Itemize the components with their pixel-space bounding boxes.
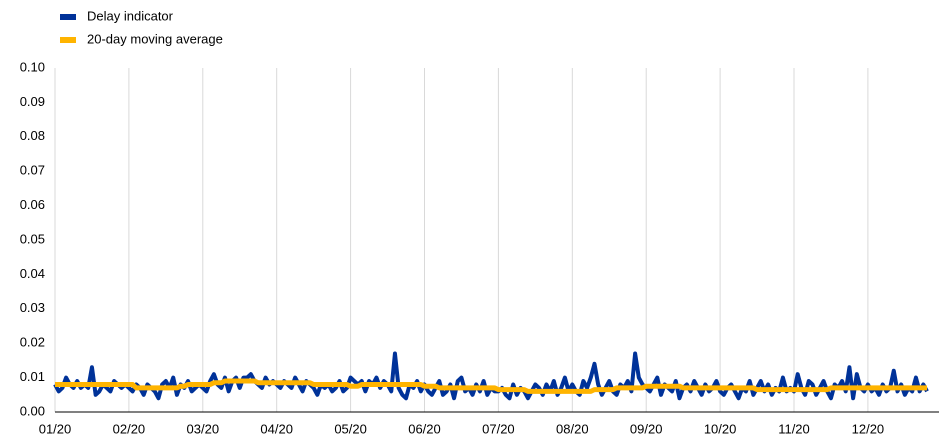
- x-tick-label: 07/20: [482, 421, 515, 436]
- y-tick-label: 0.03: [20, 300, 45, 315]
- x-tick-label: 08/20: [556, 421, 589, 436]
- x-tick-label: 03/20: [187, 421, 220, 436]
- y-tick-label: 0.00: [20, 403, 45, 418]
- legend-swatch: [60, 14, 76, 20]
- legend-label: 20-day moving average: [87, 31, 223, 46]
- y-tick-label: 0.05: [20, 231, 45, 246]
- x-tick-label: 01/20: [39, 421, 72, 436]
- x-tick-label: 06/20: [408, 421, 441, 436]
- x-tick-label: 11/20: [778, 421, 810, 436]
- y-tick-label: 0.07: [20, 163, 45, 178]
- x-tick-label: 10/20: [704, 421, 737, 436]
- x-tick-label: 02/20: [113, 421, 146, 436]
- y-tick-label: 0.04: [20, 266, 45, 281]
- y-tick-label: 0.09: [20, 94, 45, 109]
- x-tick-label: 04/20: [260, 421, 293, 436]
- x-tick-label: 12/20: [852, 421, 885, 436]
- y-tick-label: 0.01: [20, 369, 45, 384]
- legend-swatch: [60, 37, 76, 43]
- x-tick-label: 09/20: [630, 421, 663, 436]
- y-tick-label: 0.10: [20, 59, 45, 74]
- legend-label: Delay indicator: [87, 8, 174, 23]
- x-tick-label: 05/20: [334, 421, 367, 436]
- series-line: [55, 378, 928, 394]
- y-tick-label: 0.06: [20, 197, 45, 212]
- y-tick-label: 0.08: [20, 128, 45, 143]
- y-tick-label: 0.02: [20, 335, 45, 350]
